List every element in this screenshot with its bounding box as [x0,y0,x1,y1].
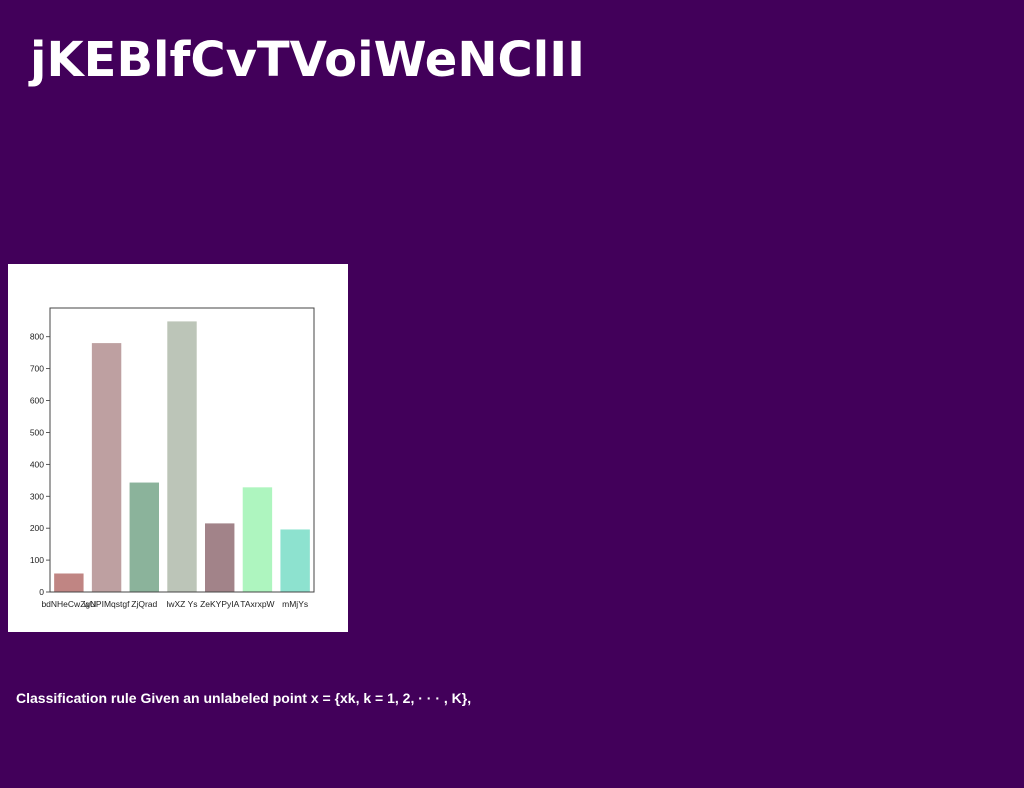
x-tick-label: mMjYs [282,599,308,609]
bar [91,343,122,592]
y-tick-label: 800 [30,332,44,342]
y-tick-label: 0 [39,587,44,597]
y-tick-label: 700 [30,364,44,374]
caption-text: Classification rule Given an unlabeled p… [16,690,472,706]
x-tick-label: bdNHeCwZgN [41,599,96,609]
slide-title: jKEBlfCvTVoiWeNClII [30,32,585,88]
x-tick-label: TAxrxpW [240,599,274,609]
bar [54,573,84,592]
y-tick-label: 400 [30,459,44,469]
bar [129,482,159,592]
x-tick-label: ZjQrad [131,599,157,609]
bar-chart: bdNHeCwZgN wUPIMqstgf ZjQrad lwXZ Ys ZeKYPyI… [8,264,348,632]
bar [205,523,235,592]
y-tick-label: 600 [30,396,44,406]
x-tick-label: ZeKYPyIA [200,599,240,609]
bar [167,321,197,592]
x-tick-label: lwXZ Ys [166,599,197,609]
y-tick-label: 300 [30,491,44,501]
plot-frame [49,307,315,593]
y-tick-label: 200 [30,523,44,533]
x-tick-label: wUPIMqstgf [83,599,130,609]
bar [242,487,273,592]
bar [280,529,310,592]
y-tick-label: 100 [30,555,44,565]
y-tick-label: 500 [30,427,44,437]
